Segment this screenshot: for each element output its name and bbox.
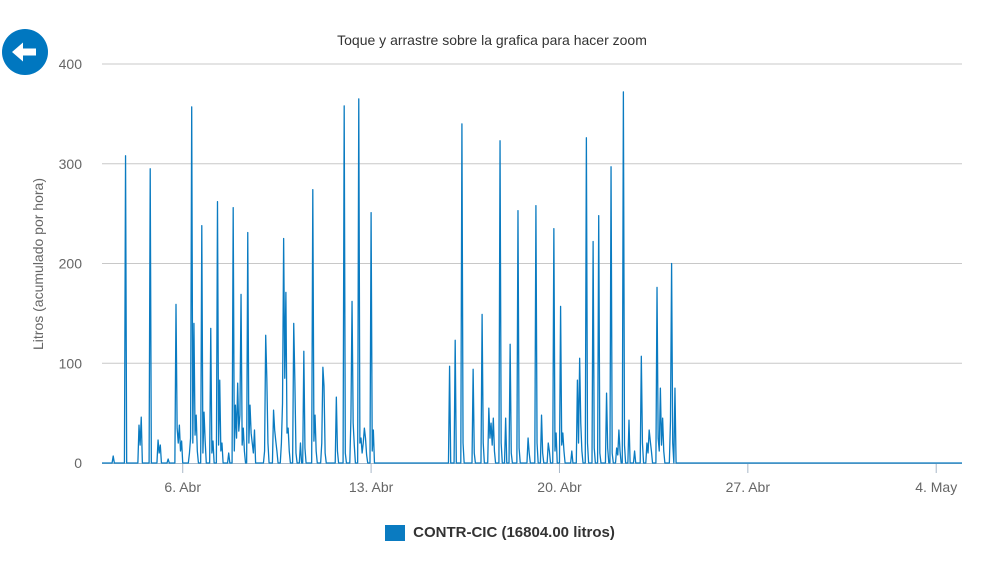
legend-item[interactable]: CONTR-CIC (16804.00 litros)	[385, 524, 615, 541]
series-group	[102, 91, 962, 464]
y-tick-label: 200	[59, 256, 83, 272]
grid-lines	[102, 63, 962, 364]
x-tick-label: 13. Abr	[349, 479, 394, 495]
arrow-left-icon	[2, 29, 48, 75]
series-line	[102, 91, 962, 464]
back-button[interactable]	[2, 29, 48, 75]
x-tick-label: 27. Abr	[726, 479, 771, 495]
x-tick-label: 20. Abr	[537, 479, 582, 495]
y-axis-ticks: 0 100 200 300 400	[59, 56, 83, 471]
y-axis-label: Litros (acumulado por hora)	[30, 178, 46, 350]
x-tick-label: 6. Abr	[164, 479, 201, 495]
x-axis-ticks: 6. Abr 13. Abr 20. Abr 27. Abr 4. May	[164, 463, 957, 495]
y-tick-label: 100	[59, 355, 83, 371]
legend-swatch	[385, 524, 406, 541]
legend: CONTR-CIC (16804.00 litros)	[0, 524, 1000, 545]
chart-title: Toque y arrastre sobre la grafica para h…	[337, 32, 647, 48]
y-tick-label: 300	[59, 156, 83, 172]
legend-label: CONTR-CIC (16804.00 litros)	[413, 524, 615, 541]
y-tick-label: 400	[59, 56, 83, 72]
x-tick-label: 4. May	[915, 479, 957, 495]
y-tick-label: 0	[74, 455, 82, 471]
